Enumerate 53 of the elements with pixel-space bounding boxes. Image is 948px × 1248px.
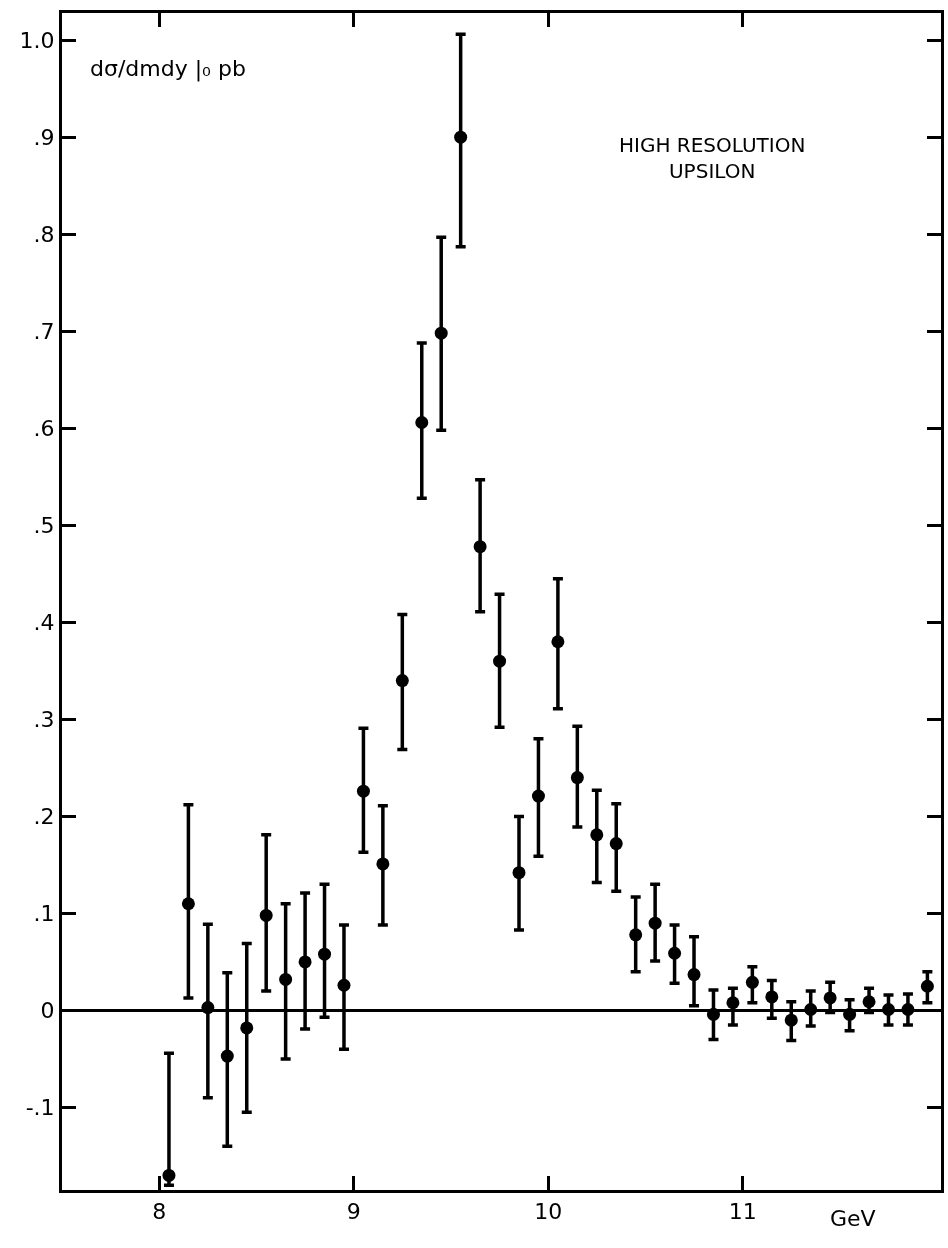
point (415, 415, 429, 429)
point (493, 654, 507, 668)
point (570, 771, 584, 785)
annotation: HIGH RESOLUTION UPSILON (619, 133, 806, 183)
point (279, 972, 293, 986)
point (181, 897, 195, 911)
point (920, 979, 934, 993)
point (668, 946, 682, 960)
point (376, 857, 390, 871)
point (823, 991, 837, 1005)
point (609, 837, 623, 851)
point (726, 996, 740, 1010)
point (648, 916, 662, 930)
y-tick-label: 0 (40, 998, 55, 1024)
x-tick-label: 10 (534, 1199, 563, 1225)
y-axis-title: dσ/dmdy |₀ pb (90, 56, 246, 82)
point (590, 828, 604, 842)
point (862, 995, 876, 1009)
y-tick-label: .4 (33, 610, 55, 636)
point (687, 968, 701, 982)
x-axis-title: GeV (830, 1206, 876, 1231)
point (745, 975, 759, 989)
point (434, 326, 448, 340)
point (259, 908, 273, 922)
point (240, 1021, 254, 1035)
y-tick-label: -.1 (25, 1095, 55, 1121)
point (337, 978, 351, 992)
y-tick-label: .5 (33, 513, 55, 539)
x-tick-label: 11 (728, 1199, 757, 1225)
y-tick-label: .9 (33, 124, 55, 150)
point (512, 866, 526, 880)
point (551, 635, 565, 649)
point (220, 1049, 234, 1063)
point (356, 784, 370, 798)
point (531, 789, 545, 803)
y-tick-label: 1.0 (19, 27, 55, 53)
y-tick-label: .1 (33, 901, 55, 927)
x-tick-label: 8 (152, 1199, 167, 1225)
y-tick-label: .2 (33, 804, 55, 830)
y-tick-label: .3 (33, 707, 55, 733)
point (162, 1168, 176, 1182)
point (318, 947, 332, 961)
point (395, 674, 409, 688)
point (473, 540, 487, 554)
y-tick-label: .8 (33, 221, 55, 247)
point (629, 928, 643, 942)
y-tick-label: .7 (33, 318, 55, 344)
point (784, 1013, 798, 1027)
point (298, 955, 312, 969)
point (765, 990, 779, 1004)
point (454, 130, 468, 144)
x-tick-label: 9 (346, 1199, 361, 1225)
y-tick-label: .6 (33, 416, 55, 441)
